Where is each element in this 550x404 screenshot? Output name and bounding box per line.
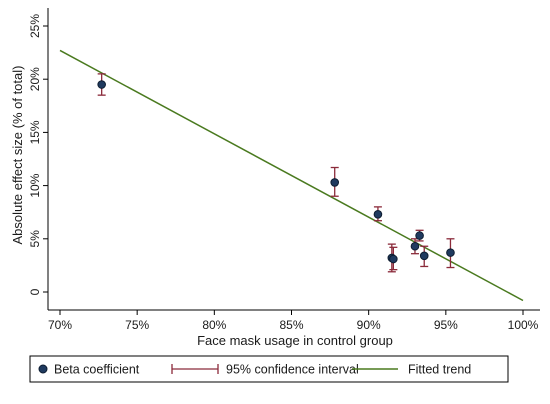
x-tick-label: 90%	[357, 318, 381, 332]
x-axis-title: Face mask usage in control group	[197, 333, 393, 348]
legend-box	[29, 355, 509, 383]
y-axis: 0 5% 10% 15% 20% 25%	[28, 8, 49, 310]
y-tick-label: 25%	[28, 14, 42, 38]
beta-point	[97, 80, 106, 89]
legend-label-beta: Beta coefficient	[54, 363, 140, 377]
legend-item-beta-coefficient: Beta coefficient	[38, 363, 140, 377]
beta-point	[389, 254, 398, 264]
beta-point	[410, 241, 420, 251]
fitted-trend-line	[59, 49, 524, 302]
x-tick-label: 85%	[279, 318, 303, 332]
x-tick-label: 70%	[48, 318, 72, 332]
legend: Beta coefficient 95% confidence interval…	[29, 355, 509, 383]
x-tick-label: 100%	[508, 318, 539, 332]
y-axis-title: Absolute effect size (% of total)	[10, 66, 25, 245]
beta-point	[446, 248, 455, 257]
x-tick-label: 95%	[434, 318, 458, 332]
x-tick-label: 75%	[125, 318, 149, 332]
plot-area	[48, 8, 540, 310]
beta-point	[415, 231, 424, 240]
point-layer	[97, 80, 455, 264]
legend-item-confidence-interval: 95% confidence interval	[171, 363, 359, 377]
y-tick-label: 10%	[28, 173, 42, 197]
trend-layer	[59, 49, 524, 302]
legend-label-trend: Fitted trend	[408, 363, 471, 377]
y-tick-label: 15%	[28, 120, 42, 144]
legend-label-ci: 95% confidence interval	[226, 363, 359, 377]
beta-point	[373, 210, 383, 219]
x-tick-label: 80%	[202, 318, 226, 332]
beta-point	[330, 178, 340, 187]
plot-background	[48, 8, 540, 310]
legend-point-marker	[38, 364, 48, 374]
x-axis: 70% 75% 80% 85% 90% 95% 100%	[48, 309, 540, 332]
y-tick-label: 5%	[28, 230, 42, 248]
legend-item-fitted-trend: Fitted trend	[352, 363, 471, 377]
y-tick-label: 0	[28, 288, 42, 295]
y-tick-label: 20%	[28, 67, 42, 91]
beta-point	[419, 251, 429, 261]
